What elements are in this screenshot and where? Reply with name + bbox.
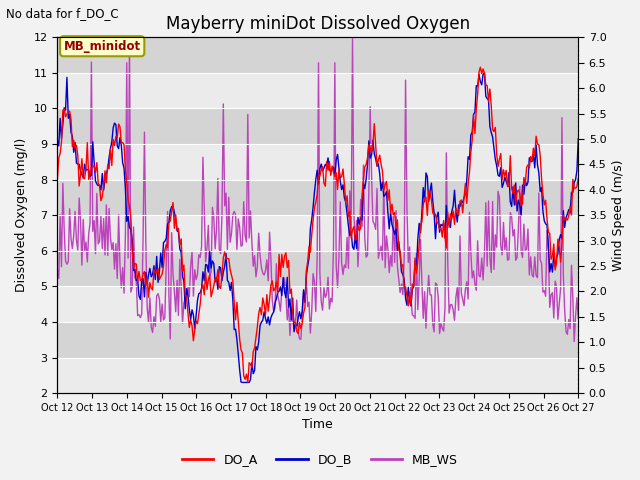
Bar — [58, 251, 579, 287]
Bar — [58, 215, 579, 251]
Title: Mayberry miniDot Dissolved Oxygen: Mayberry miniDot Dissolved Oxygen — [166, 15, 470, 33]
Text: MB_minidot: MB_minidot — [63, 40, 141, 53]
Bar — [58, 358, 579, 393]
Bar — [58, 287, 579, 322]
Y-axis label: Dissolved Oxygen (mg/l): Dissolved Oxygen (mg/l) — [15, 138, 28, 292]
Bar — [58, 322, 579, 358]
Bar — [58, 108, 579, 144]
Text: No data for f_DO_C: No data for f_DO_C — [6, 7, 119, 20]
X-axis label: Time: Time — [303, 419, 333, 432]
Bar — [58, 144, 579, 180]
Y-axis label: Wind Speed (m/s): Wind Speed (m/s) — [612, 159, 625, 271]
Bar — [58, 37, 579, 73]
Legend: DO_A, DO_B, MB_WS: DO_A, DO_B, MB_WS — [177, 448, 463, 471]
Bar — [58, 73, 579, 108]
Bar — [58, 180, 579, 215]
